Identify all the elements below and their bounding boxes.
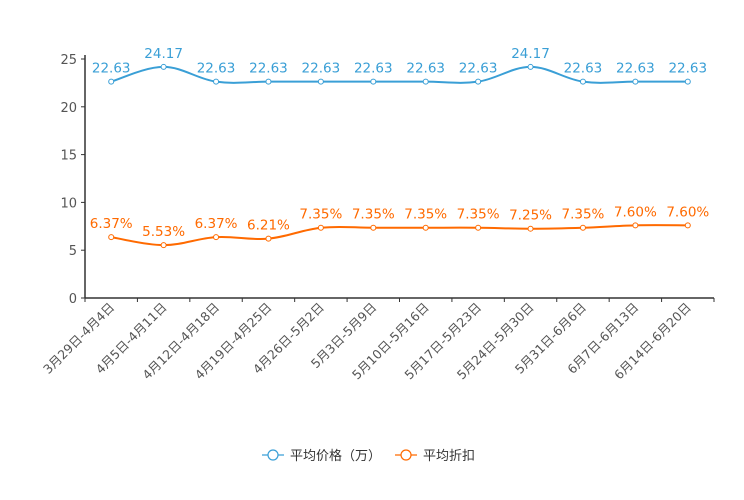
legend-label: 平均价格（万）: [290, 448, 381, 464]
data-label: 5.53%: [142, 224, 185, 240]
data-point: [632, 78, 639, 85]
y-tick-label: 10: [60, 196, 77, 211]
data-label: 22.63: [564, 61, 603, 77]
data-label: 7.60%: [614, 204, 657, 220]
data-label: 7.35%: [352, 207, 395, 223]
data-point: [422, 224, 429, 231]
data-point: [475, 78, 482, 85]
data-point: [579, 78, 586, 85]
data-label: 7.35%: [457, 207, 500, 223]
data-label: 24.17: [511, 46, 550, 62]
data-label: 22.63: [616, 61, 655, 77]
data-point: [579, 224, 586, 231]
data-label: 7.35%: [562, 207, 605, 223]
series-line-1: [111, 224, 688, 247]
data-point: [213, 234, 220, 241]
data-point: [527, 63, 534, 70]
legend-marker-icon: [267, 449, 279, 461]
data-label: 22.63: [302, 61, 341, 77]
data-point: [370, 78, 377, 85]
data-point: [527, 225, 534, 232]
data-label: 6.37%: [90, 216, 133, 232]
legend-label: 平均折扣: [423, 449, 475, 464]
data-point: [422, 78, 429, 85]
data-label: 24.17: [144, 46, 183, 62]
data-point: [684, 78, 691, 85]
data-point: [265, 235, 272, 242]
data-label: 7.35%: [299, 207, 342, 223]
data-point: [108, 234, 115, 241]
data-label: 22.63: [459, 61, 498, 77]
data-point: [108, 78, 115, 85]
data-label: 6.21%: [247, 218, 290, 234]
data-label: 22.63: [354, 61, 393, 77]
data-point: [213, 78, 220, 85]
y-tick-label: 5: [69, 244, 77, 259]
data-label: 22.63: [92, 61, 131, 77]
data-label: 22.63: [668, 61, 707, 77]
data-point: [370, 224, 377, 231]
data-point: [265, 78, 272, 85]
y-tick-label: 0: [69, 292, 77, 307]
data-point: [160, 242, 167, 249]
series-line-0: [110, 65, 688, 84]
y-tick-label: 20: [60, 101, 77, 116]
data-label: 7.60%: [666, 204, 709, 220]
data-label: 22.63: [406, 61, 445, 77]
y-tick-label: 15: [60, 149, 77, 164]
legend-marker-icon: [400, 449, 412, 461]
data-point: [160, 63, 167, 70]
data-point: [475, 224, 482, 231]
data-label: 22.63: [249, 61, 288, 77]
data-point: [317, 78, 324, 85]
data-point: [632, 222, 639, 229]
y-tick-label: 25: [60, 53, 77, 68]
data-label: 22.63: [197, 61, 236, 77]
data-point: [317, 224, 324, 231]
data-label: 7.25%: [509, 208, 552, 224]
data-label: 7.35%: [404, 207, 447, 223]
data-point: [684, 222, 691, 229]
data-label: 6.37%: [195, 216, 238, 232]
